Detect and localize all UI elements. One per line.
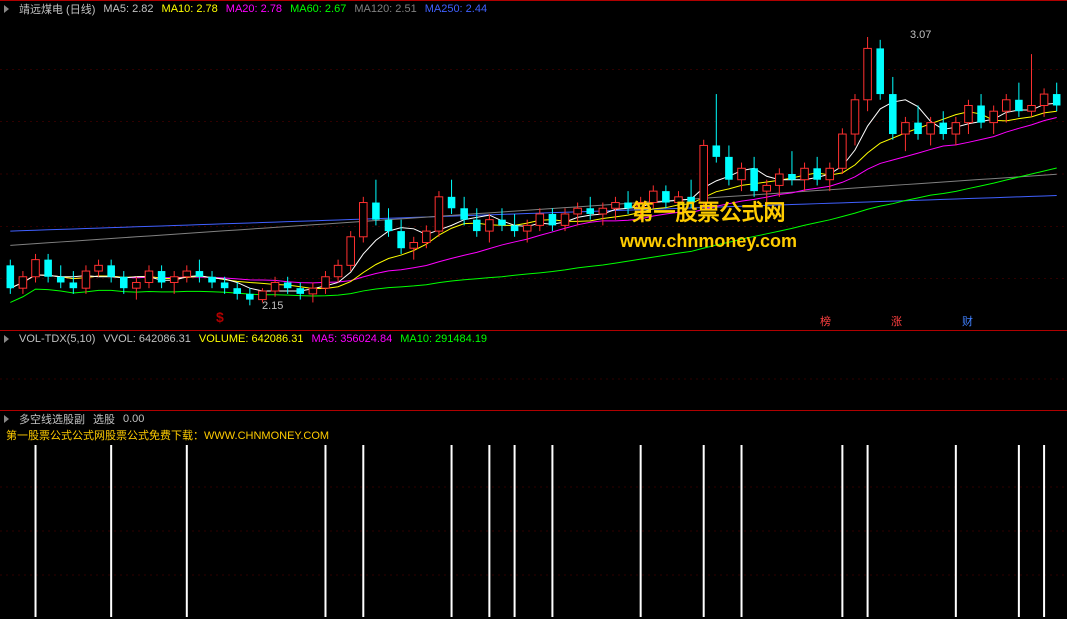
vol-legend-item: VVOL: 642086.31 bbox=[103, 333, 190, 345]
chevron-icon bbox=[4, 415, 9, 423]
price-chart-area[interactable]: 第一股票公式网 www.chnmoney.com 2.15 3.07 $ 榜 涨… bbox=[0, 17, 1067, 331]
ma-legend-item: MA10: 2.78 bbox=[162, 3, 218, 15]
dollar-mark-icon: $ bbox=[216, 309, 224, 325]
volume-svg bbox=[0, 347, 1067, 411]
vol-legend-item: MA5: 356024.84 bbox=[311, 333, 392, 345]
chevron-icon bbox=[4, 5, 9, 13]
download-text: 第一股票公式公式网股票公式免费下载：WWW.CHNMONEY.COM bbox=[0, 427, 1067, 443]
footer-tags: 榜 涨 财 bbox=[820, 313, 973, 329]
volume-panel: VOL-TDX(5,10) VVOL: 642086.31 VOLUME: 642… bbox=[0, 330, 1067, 410]
ma-legend-item: MA60: 2.67 bbox=[290, 3, 346, 15]
vol-legend-item: VOLUME: 642086.31 bbox=[199, 333, 304, 345]
ma-legend-item: MA120: 2.51 bbox=[354, 3, 416, 15]
indicator-svg bbox=[0, 443, 1067, 619]
price-chart-header: 靖远煤电 (日线) MA5: 2.82MA10: 2.78MA20: 2.78M… bbox=[0, 1, 1067, 17]
ma-legend-item: MA5: 2.82 bbox=[103, 3, 153, 15]
tag-up: 涨 bbox=[891, 313, 902, 329]
indicator-panel: 多空线选股副 选股 0.00 第一股票公式公式网股票公式免费下载：WWW.CHN… bbox=[0, 410, 1067, 617]
price-low-label: 2.15 bbox=[262, 300, 283, 312]
vol-legend-item: MA10: 291484.19 bbox=[400, 333, 487, 345]
indicator-header: 多空线选股副 选股 0.00 bbox=[0, 411, 1067, 427]
chevron-icon bbox=[4, 335, 9, 343]
volume-header: VOL-TDX(5,10) VVOL: 642086.31 VOLUME: 642… bbox=[0, 331, 1067, 347]
price-svg bbox=[0, 17, 1067, 331]
stock-title: 靖远煤电 (日线) bbox=[19, 1, 95, 17]
price-high-label: 3.07 bbox=[910, 29, 931, 41]
indicator-sub-label: 选股 bbox=[93, 411, 115, 427]
tag-finance: 财 bbox=[962, 313, 973, 329]
ma-legend-item: MA250: 2.44 bbox=[425, 3, 487, 15]
volume-legend: VVOL: 642086.31 VOLUME: 642086.31 MA5: 356… bbox=[103, 333, 487, 345]
price-chart-panel: 靖远煤电 (日线) MA5: 2.82MA10: 2.78MA20: 2.78M… bbox=[0, 0, 1067, 330]
ma-legend: MA5: 2.82 MA10: 2.78 MA20: 2.78 MA60: 2.67 M… bbox=[103, 3, 487, 15]
indicator-title: 多空线选股副 bbox=[19, 411, 85, 427]
tag-rank: 榜 bbox=[820, 313, 831, 329]
indicator-sub-value: 0.00 bbox=[123, 413, 144, 425]
volume-title: VOL-TDX(5,10) bbox=[19, 333, 95, 345]
indicator-chart-area[interactable] bbox=[0, 443, 1067, 619]
ma-legend-item: MA20: 2.78 bbox=[226, 3, 282, 15]
volume-chart-area[interactable] bbox=[0, 347, 1067, 411]
